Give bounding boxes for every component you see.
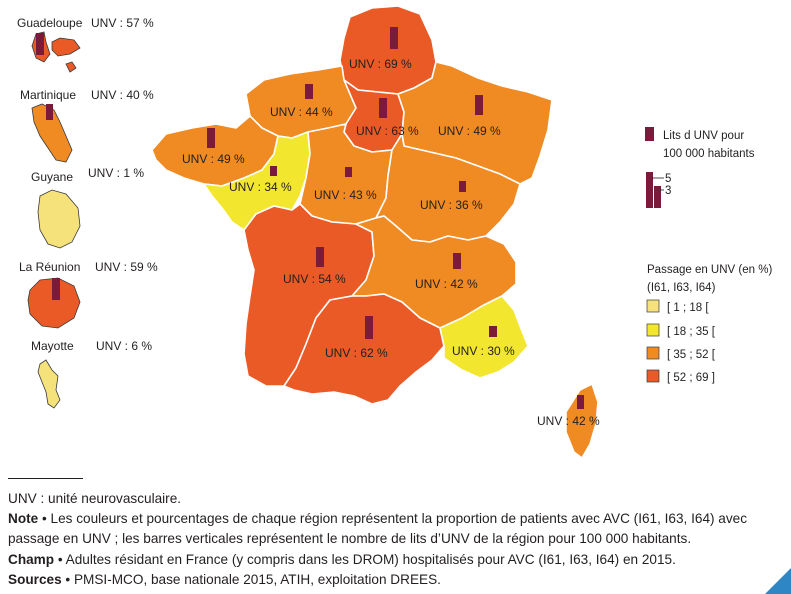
name-guyane: Guyane (31, 170, 73, 184)
legend-bar-scale-low (654, 186, 661, 208)
legend-class-label-3: [ 35 ; 52 [ (667, 349, 716, 361)
bar-guadeloupe (36, 33, 44, 55)
legend-beds-title-1: Lits d UNV pour (663, 130, 744, 142)
bar-auvergne (453, 253, 461, 269)
bar-nouvelle-aquitaine (316, 247, 324, 267)
bar-corse (577, 395, 584, 409)
champ-text: • Adultes résidant en France (y compris … (54, 551, 676, 567)
legend-class-label-4: [ 52 ; 69 ] (667, 372, 715, 384)
label-guadeloupe: UNV : 57 % (91, 16, 154, 30)
bar-bourgogne (459, 181, 466, 192)
notes-champ: Champ • Adultes résidant en France (y co… (8, 550, 788, 570)
legend-bar-scale-high (646, 172, 653, 208)
label-bretagne: UNV : 49 % (182, 152, 245, 166)
label-pays-de-la-loire: UNV : 34 % (229, 180, 292, 194)
label-guyane: UNV : 1 % (88, 166, 144, 180)
label-hauts-de-france: UNV : 69 % (349, 57, 412, 71)
label-paca: UNV : 30 % (452, 344, 515, 358)
bar-bretagne (207, 128, 215, 148)
legend-class-swatch-1 (646, 299, 660, 313)
notes-abbrev: UNV : unité neurovasculaire. (8, 491, 182, 506)
legend-class-label-2: [ 18 ; 35 [ (667, 326, 716, 338)
note-label: Note (8, 511, 39, 527)
legend-class-swatch-3 (646, 346, 660, 360)
bar-occitanie (365, 316, 373, 339)
legend-class-label-1: [ 1 ; 18 [ (667, 302, 709, 314)
label-occitanie: UNV : 62 % (325, 346, 388, 360)
overseas-guyane (37, 189, 81, 249)
label-la-reunion: UNV : 59 % (95, 260, 158, 274)
overseas-mayotte (37, 359, 61, 409)
label-martinique: UNV : 40 % (91, 88, 154, 102)
legend-beds-scale-low: 3 (665, 185, 671, 197)
label-normandie: UNV : 44 % (270, 105, 333, 119)
label-ile-de-france: UNV : 63 % (356, 124, 419, 138)
sources-label: Sources (8, 571, 62, 587)
region-corse (565, 383, 599, 459)
bar-hauts-de-france (390, 27, 398, 49)
bar-centre (345, 167, 352, 177)
name-guadeloupe: Guadeloupe (17, 16, 83, 30)
legend-beds-title-2: 100 000 habitants (663, 148, 755, 160)
corner-decoration (765, 568, 791, 594)
label-mayotte: UNV : 6 % (96, 339, 152, 353)
note-text: • Les couleurs et pourcentages de chaque… (8, 511, 748, 547)
legend-bar-swatch (645, 127, 654, 141)
name-mayotte: Mayotte (31, 339, 74, 353)
name-la-reunion: La Réunion (19, 260, 80, 274)
label-bourgogne: UNV : 36 % (420, 198, 483, 212)
label-centre: UNV : 43 % (314, 188, 377, 202)
sources-text: • PMSI-MCO, base nationale 2015, ATIH, e… (61, 571, 441, 587)
notes-separator (8, 478, 83, 479)
legend-class-swatch-4 (646, 369, 660, 383)
label-auvergne: UNV : 42 % (415, 277, 478, 291)
bar-martinique (46, 104, 53, 120)
notes-note: Note • Les couleurs et pourcentages de c… (8, 509, 788, 549)
label-nouvelle-aquitaine: UNV : 54 % (283, 272, 346, 286)
label-corse: UNV : 42 % (537, 414, 600, 428)
region-occitanie (283, 293, 445, 405)
label-grand-est: UNV : 49 % (438, 124, 501, 138)
champ-label: Champ (8, 551, 55, 567)
legend-class-swatch-2 (646, 323, 660, 337)
region-paca (439, 295, 529, 379)
legend-beds-scale-high: 5 (665, 173, 671, 185)
notes-sources: Sources • PMSI-MCO, base nationale 2015,… (8, 570, 788, 590)
bar-ile-de-france (379, 98, 387, 118)
bar-paca (489, 326, 497, 337)
legend-passage-title-2: (I61, I63, I64) (647, 282, 716, 294)
legend-passage-title-1: Passage en UNV (en %) (647, 264, 772, 276)
bar-normandie (305, 84, 313, 99)
notes-block: UNV : unité neurovasculaire. Note • Les … (8, 478, 788, 590)
region-hauts-de-france (339, 5, 437, 95)
bar-grand-est (475, 95, 483, 115)
bar-pays-de-la-loire (270, 166, 277, 176)
bar-la-reunion (52, 278, 60, 300)
name-martinique: Martinique (20, 88, 76, 102)
france-map: UNV : 69 % UNV : 44 % UNV : 63 % UNV : 4… (17, 5, 772, 459)
